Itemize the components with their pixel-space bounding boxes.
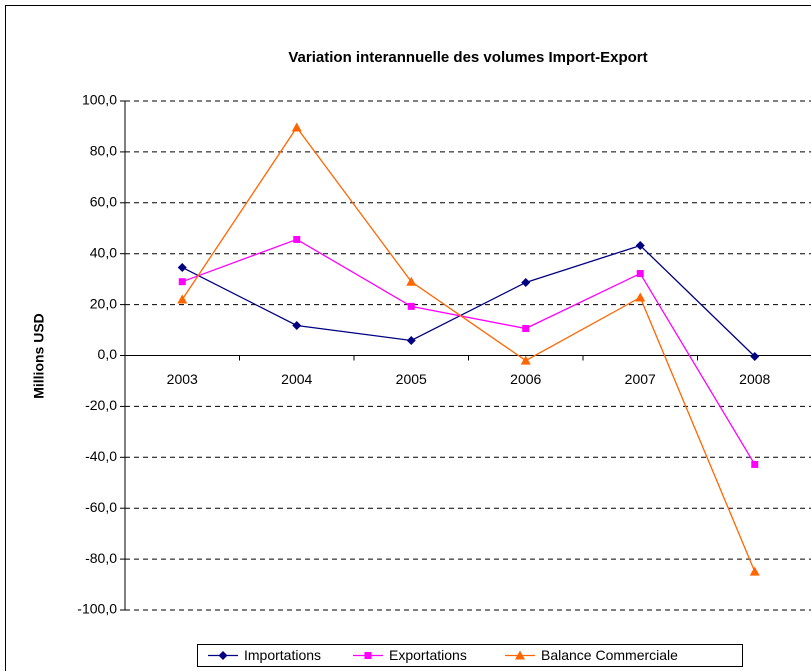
x-tick-label: 2003 bbox=[167, 371, 198, 387]
y-axis-label: Millions USD bbox=[31, 313, 47, 399]
data-point bbox=[521, 277, 531, 287]
data-point bbox=[751, 460, 759, 468]
data-point bbox=[178, 278, 186, 286]
y-tick-label: 20,0 bbox=[90, 295, 117, 311]
data-point bbox=[292, 320, 302, 330]
y-tick-label: -20,0 bbox=[85, 397, 117, 413]
y-tick-label: 0,0 bbox=[98, 346, 118, 362]
data-point bbox=[636, 270, 644, 278]
data-point bbox=[177, 294, 188, 304]
x-tick-label: 2005 bbox=[396, 371, 427, 387]
y-tick-label: 60,0 bbox=[90, 194, 117, 210]
y-tick-label: -100,0 bbox=[77, 601, 117, 617]
y-tick-label: 100,0 bbox=[82, 92, 117, 108]
legend-marker bbox=[364, 652, 372, 659]
data-point bbox=[635, 241, 645, 251]
series-line bbox=[181, 244, 756, 357]
y-tick-label: 40,0 bbox=[90, 244, 117, 260]
x-tick-label: 2004 bbox=[281, 371, 312, 387]
series-line bbox=[182, 238, 756, 465]
x-tick-label: 2008 bbox=[739, 371, 770, 387]
legend-marker bbox=[218, 651, 228, 660]
y-tick-label: -40,0 bbox=[85, 448, 117, 464]
data-point bbox=[522, 325, 530, 333]
data-point bbox=[750, 352, 760, 362]
data-point bbox=[177, 262, 187, 272]
legend-marker bbox=[515, 650, 525, 660]
legend-box bbox=[197, 644, 743, 667]
data-point bbox=[291, 122, 302, 132]
data-point bbox=[407, 302, 415, 310]
legend-label: Exportations bbox=[389, 647, 467, 663]
x-tick-label: 2007 bbox=[625, 371, 656, 387]
data-point bbox=[520, 355, 531, 365]
data-point bbox=[293, 235, 301, 243]
chart-title: Variation interannuelle des volumes Impo… bbox=[288, 49, 647, 66]
x-tick-label: 2006 bbox=[510, 371, 541, 387]
data-point bbox=[406, 276, 417, 286]
legend-label: Balance Commerciale bbox=[541, 647, 678, 663]
legend-label: Importations bbox=[244, 647, 321, 663]
data-point bbox=[635, 292, 646, 302]
y-tick-label: -60,0 bbox=[85, 499, 117, 515]
series-line bbox=[181, 126, 756, 572]
y-tick-label: 80,0 bbox=[90, 143, 117, 159]
chart-border bbox=[5, 5, 811, 671]
data-point bbox=[406, 335, 416, 345]
data-point bbox=[749, 566, 760, 576]
y-tick-label: -80,0 bbox=[85, 550, 117, 566]
